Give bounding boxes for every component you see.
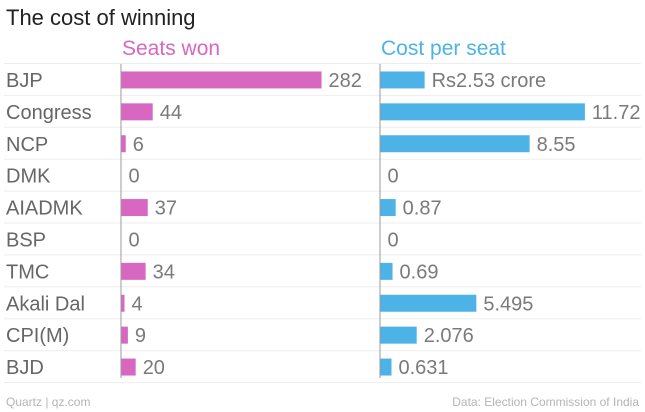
data-label-seats: 20 (143, 357, 165, 379)
bar-cost (380, 294, 477, 312)
data-label-seats: 0 (129, 229, 140, 251)
bar-seats (121, 103, 153, 121)
bar-seats (121, 135, 126, 153)
data-label-seats: 44 (160, 102, 182, 124)
data-label-cost: 8.55 (537, 134, 576, 156)
bar-cost (380, 199, 396, 217)
category-label: Congress (6, 102, 92, 124)
category-label: CPI(M) (6, 325, 69, 347)
data-label-seats: 4 (132, 293, 143, 315)
category-label: BSP (6, 229, 46, 251)
bar-seats (121, 199, 148, 217)
category-label: BJP (6, 70, 43, 92)
bar-cost (380, 262, 393, 280)
bar-cost (380, 358, 392, 376)
category-label: AIADMK (6, 198, 83, 220)
data-label-cost: 11.72 (592, 102, 641, 124)
data-label-cost: 0.69 (400, 261, 439, 283)
chart-title: The cost of winning (6, 5, 196, 30)
data-label-seats: 9 (135, 325, 146, 347)
bar-cost (380, 135, 530, 153)
bar-seats (121, 326, 128, 344)
category-label: DMK (6, 166, 51, 188)
data-label-cost: 0 (388, 166, 399, 188)
footer-credit: Quartz | qz.com (6, 395, 91, 409)
data-label-cost: 0 (388, 229, 399, 251)
bar-seats (121, 358, 136, 376)
data-label-cost: 0.87 (403, 198, 442, 220)
category-label: BJD (6, 357, 44, 379)
bar-seats (121, 262, 146, 280)
data-label-cost: 5.495 (483, 293, 533, 315)
data-label-seats: 34 (153, 261, 175, 283)
data-label-seats: 0 (129, 166, 140, 188)
category-label: TMC (6, 261, 49, 283)
footer-source: Data: Election Commission of India (452, 395, 639, 409)
data-label-seats: 6 (133, 134, 144, 156)
bar-seats (121, 294, 125, 312)
bar-seats (121, 71, 322, 89)
data-label-cost: 2.076 (424, 325, 474, 347)
category-label: Akali Dal (6, 293, 85, 315)
bar-cost (380, 103, 585, 121)
data-label-cost: 0.631 (399, 357, 449, 379)
bar-cost (380, 326, 417, 344)
data-label-seats: 282 (329, 70, 362, 92)
category-label: NCP (6, 134, 48, 156)
bar-cost (380, 71, 425, 89)
panel-title-cost: Cost per seat (381, 37, 506, 60)
panel-title-seats: Seats won (122, 37, 221, 60)
data-label-seats: 37 (155, 198, 177, 220)
data-label-cost: Rs2.53 crore (432, 70, 546, 92)
